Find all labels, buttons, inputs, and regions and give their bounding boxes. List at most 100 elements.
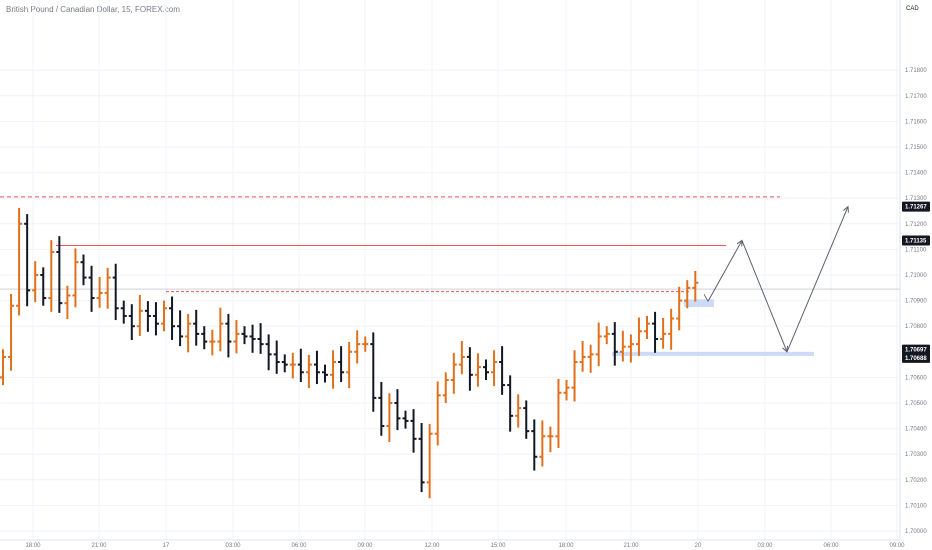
price-axis[interactable]: 1.71800 1.71700 1.71600 1.71500 1.71400 1.713… bbox=[905, 68, 927, 535]
x-tick-label: 20 bbox=[695, 543, 702, 549]
x-tick-label: 21:00 bbox=[91, 543, 107, 549]
ohlc-bar bbox=[499, 346, 506, 395]
x-tick-label: 21:00 bbox=[623, 543, 639, 549]
ohlc-bar bbox=[627, 334, 634, 363]
ohlc-bar bbox=[96, 277, 103, 308]
level-lines bbox=[0, 196, 900, 293]
price-tag: 1.70697 bbox=[902, 344, 930, 355]
ohlc-bar bbox=[394, 389, 401, 431]
projection-lead bbox=[703, 294, 709, 302]
y-tick-label: 1.71200 bbox=[905, 222, 927, 228]
y-tick-label: 1.71800 bbox=[905, 68, 927, 74]
ohlc-bar bbox=[507, 375, 514, 432]
ohlc-bar bbox=[225, 313, 232, 358]
ohlc-bar bbox=[16, 207, 23, 316]
ohlc-bar bbox=[539, 420, 546, 467]
price-tag-label: 1.71135 bbox=[905, 238, 927, 244]
ohlc-bar bbox=[579, 341, 586, 372]
ohlc-bar bbox=[152, 302, 159, 336]
y-tick-label: 1.71700 bbox=[905, 94, 927, 100]
ohlc-bar bbox=[346, 342, 353, 389]
ohlc-bar bbox=[370, 332, 377, 412]
x-tick-label: 15:00 bbox=[490, 543, 506, 549]
ohlc-bar bbox=[587, 344, 594, 373]
ohlc-bar bbox=[201, 326, 208, 350]
ohlc-bar bbox=[281, 354, 288, 373]
ohlc-bar bbox=[144, 301, 151, 332]
ohlc-bar bbox=[72, 248, 79, 308]
ohlc-bar bbox=[426, 423, 433, 499]
ohlc-bar bbox=[322, 364, 328, 383]
ohlc-bar bbox=[217, 307, 224, 352]
ohlc-bar bbox=[177, 310, 184, 347]
ohlc-bar bbox=[40, 267, 47, 306]
ohlc-bar bbox=[668, 308, 675, 350]
grid-layer bbox=[0, 0, 900, 540]
ohlc-bar bbox=[0, 349, 6, 386]
x-tick-label: 17 bbox=[163, 543, 170, 549]
ohlc-bar bbox=[595, 322, 602, 367]
arrowhead-up-2 bbox=[843, 205, 849, 213]
x-tick-label: 09:00 bbox=[889, 543, 905, 549]
ohlc-bar bbox=[257, 323, 264, 354]
ohlc-bar bbox=[362, 336, 369, 352]
ohlc-bar bbox=[48, 240, 55, 312]
currency-label: CAD bbox=[906, 6, 919, 12]
ohlc-bar bbox=[128, 304, 135, 341]
y-tick-label: 1.71000 bbox=[905, 273, 927, 279]
y-tick-label: 1.71100 bbox=[905, 247, 927, 253]
demand-zone bbox=[684, 299, 714, 307]
ohlc-bar bbox=[458, 341, 465, 375]
ohlc-bar bbox=[523, 400, 530, 439]
ohlc-bar bbox=[80, 254, 87, 286]
ohlc-bar bbox=[378, 382, 385, 436]
ohlc-bar bbox=[249, 324, 256, 353]
y-tick-label: 1.70600 bbox=[905, 375, 927, 381]
ohlc-bar bbox=[104, 267, 111, 309]
ohlc-bar bbox=[265, 334, 272, 371]
ohlc-bar bbox=[338, 346, 345, 383]
ohlc-bar bbox=[193, 309, 200, 346]
ohlc-bar bbox=[289, 352, 296, 379]
x-tick-label: 18:00 bbox=[25, 543, 41, 549]
ohlc-bar bbox=[635, 317, 642, 356]
ohlc-bar bbox=[515, 394, 522, 428]
time-axis[interactable]: 18:00 21:00 17 03:00 06:00 09:00 12:00 15:00 18:… bbox=[25, 543, 905, 549]
y-tick-label: 1.70000 bbox=[905, 529, 927, 535]
ohlc-bar bbox=[563, 379, 570, 401]
y-tick-label: 1.71400 bbox=[905, 171, 927, 177]
ohlc-bar bbox=[692, 270, 699, 302]
ohlc-bar bbox=[32, 261, 39, 303]
y-tick-label: 1.70400 bbox=[905, 427, 927, 433]
ohlc-bar bbox=[185, 313, 192, 353]
ohlc-bar bbox=[161, 300, 167, 332]
price-tag: 1.70688 bbox=[902, 352, 930, 363]
ohlc-bar bbox=[8, 293, 15, 371]
ohlc-bar bbox=[169, 296, 176, 341]
ohlc-bar bbox=[233, 320, 240, 354]
y-tick-label: 1.71500 bbox=[905, 145, 927, 151]
price-tags: 1.71267 1.71135 1.70697 1.70688 bbox=[902, 201, 930, 363]
ohlc-bar bbox=[136, 294, 143, 336]
projection-leg bbox=[707, 240, 743, 302]
ohlc-bar bbox=[56, 236, 63, 313]
price-tag-label: 1.71267 bbox=[905, 205, 927, 211]
price-tag-label: 1.70697 bbox=[905, 348, 927, 354]
ohlc-bar bbox=[555, 378, 562, 449]
x-tick-label: 06:00 bbox=[823, 543, 839, 549]
y-tick-label: 1.71300 bbox=[905, 196, 927, 202]
ohlc-bar bbox=[547, 426, 554, 453]
ohlc-bar bbox=[676, 286, 683, 331]
ohlc-bar bbox=[611, 322, 618, 366]
arrowhead-down bbox=[782, 345, 789, 353]
ohlc-bars bbox=[0, 207, 699, 499]
price-tag: 1.71135 bbox=[902, 235, 930, 246]
x-tick-label: 03:00 bbox=[225, 543, 241, 549]
y-tick-label: 1.70100 bbox=[905, 503, 927, 509]
demand-zone bbox=[612, 351, 814, 356]
ohlc-bar bbox=[531, 419, 538, 471]
ohlc-bar bbox=[619, 330, 626, 362]
ohlc-bar bbox=[450, 352, 457, 394]
ohlc-bar bbox=[330, 350, 337, 389]
